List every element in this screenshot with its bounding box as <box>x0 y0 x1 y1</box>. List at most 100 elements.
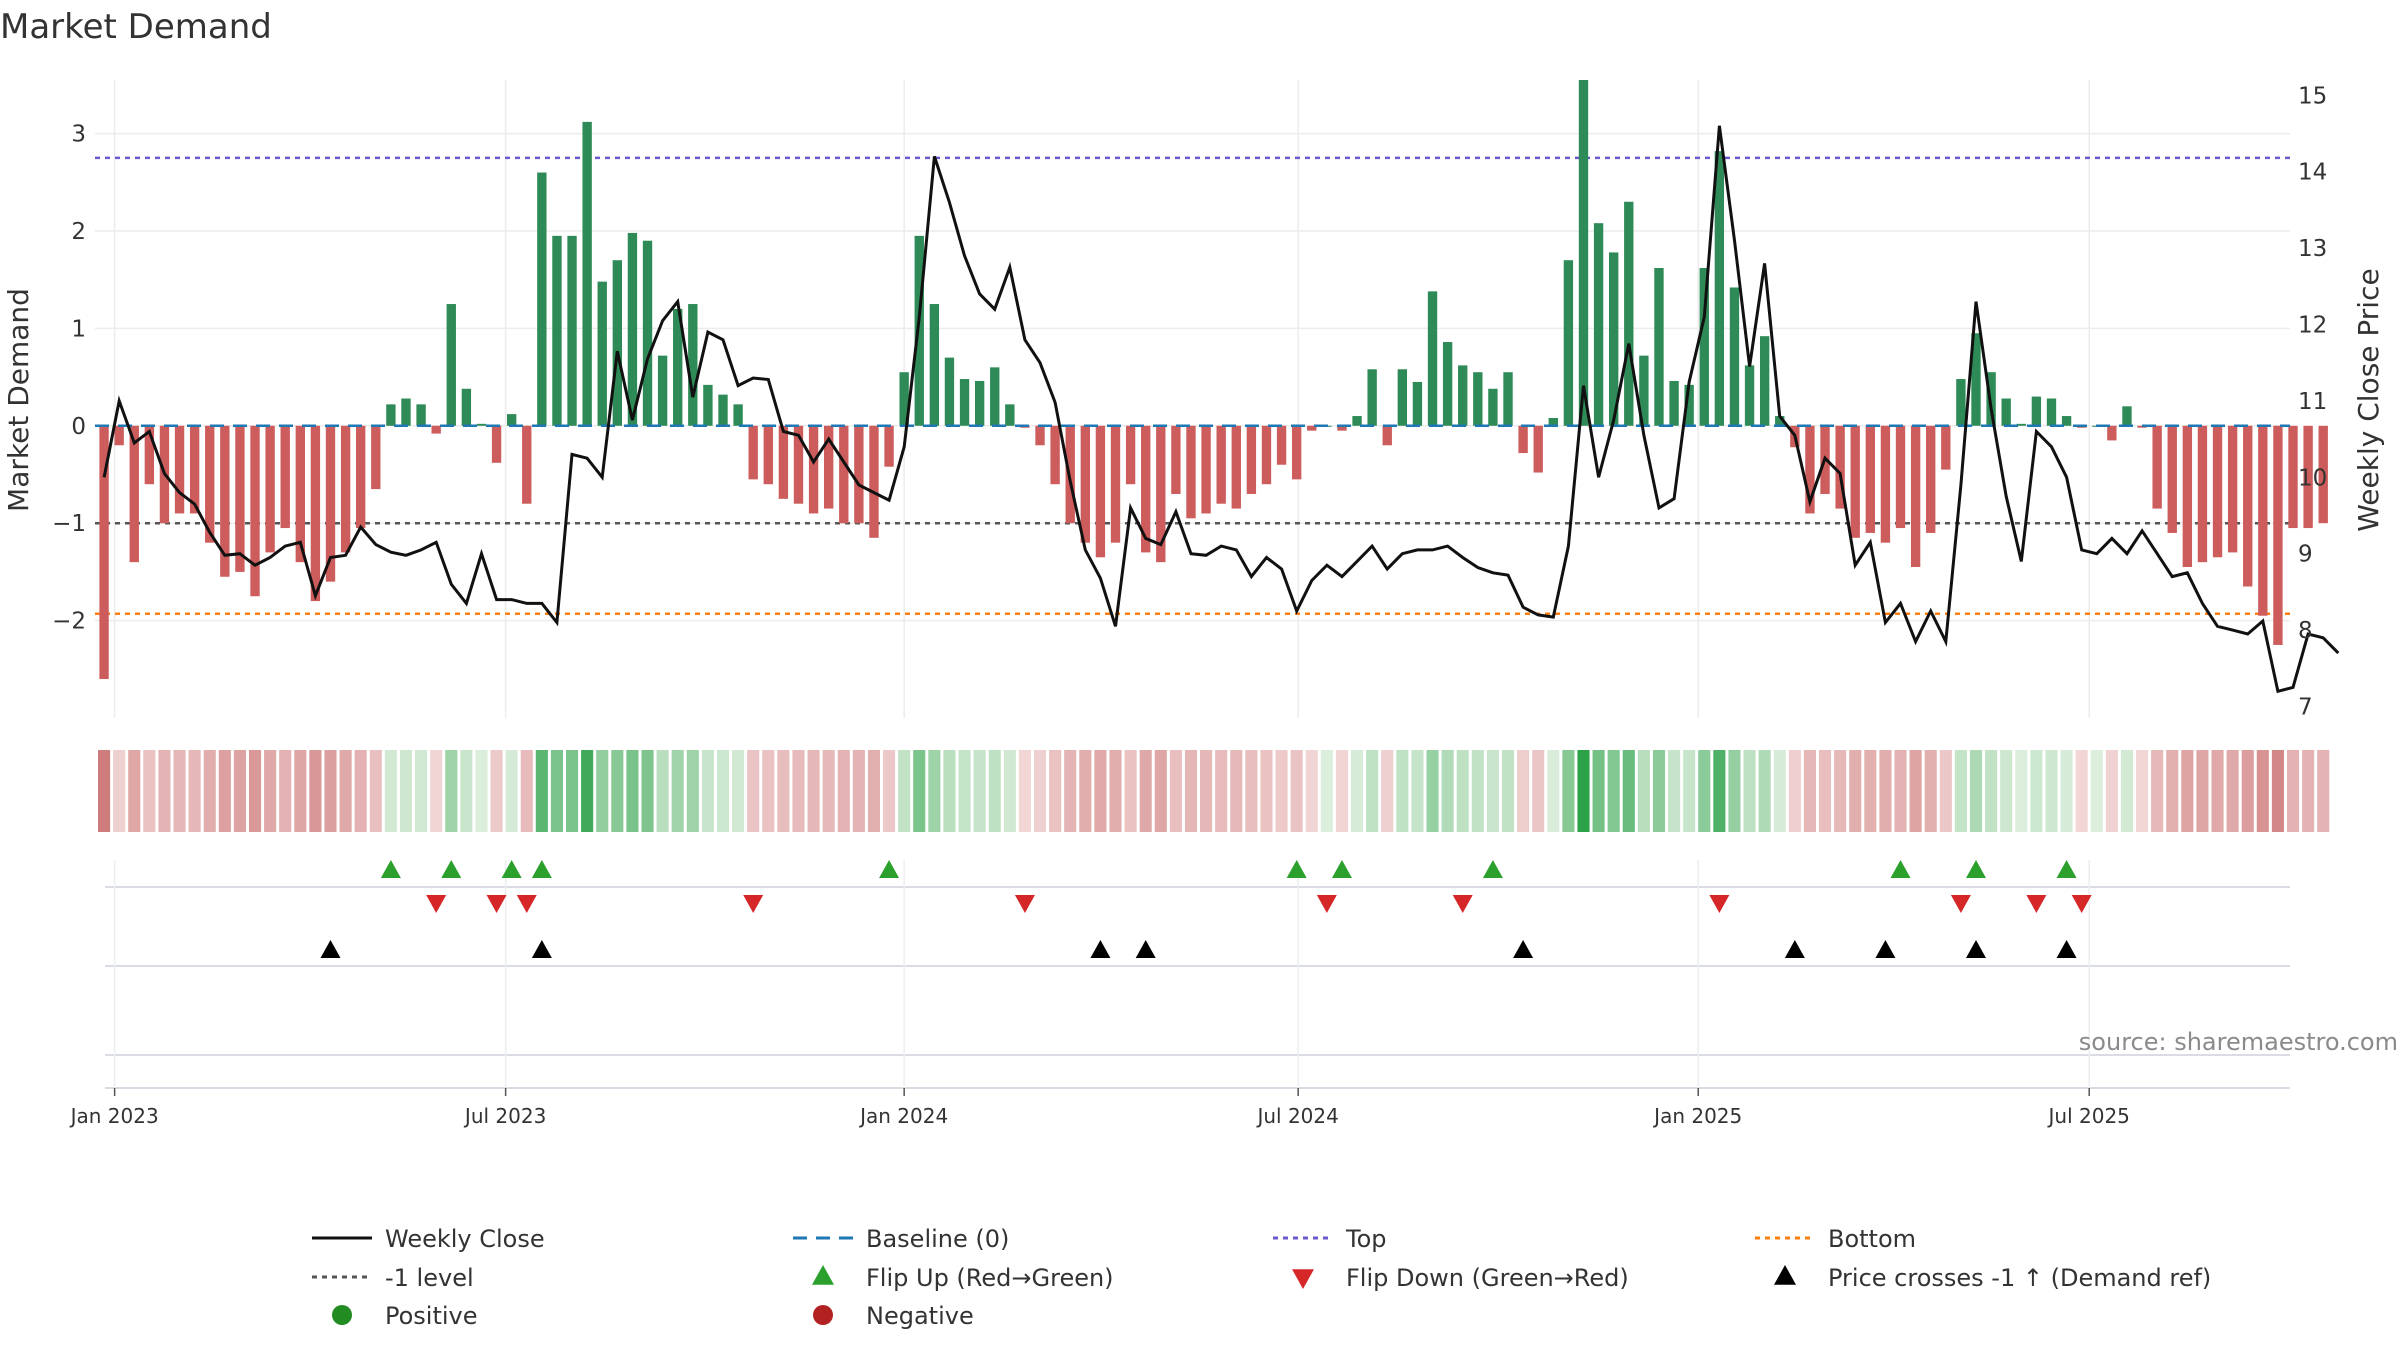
demand-bar <box>793 425 804 504</box>
right-axis-ticks: 7 8 9 10 11 12 13 14 15 <box>2298 83 2327 720</box>
heat-cell <box>384 750 397 832</box>
left-tick-label: 0 <box>71 414 86 440</box>
demand-bar <box>1307 425 1317 431</box>
demand-bar <box>1005 404 1015 426</box>
demand-bar <box>461 388 472 426</box>
demand-bar <box>959 379 970 426</box>
demand-bar <box>1714 151 1725 426</box>
legend-label: Bottom <box>1828 1225 1916 1253</box>
heat-cell <box>701 750 714 832</box>
heat-cell <box>1773 750 1786 832</box>
demand-bar <box>1850 425 1860 538</box>
demand-bar <box>1971 333 1981 426</box>
heat-cell <box>1683 750 1696 832</box>
heat-cell <box>1471 750 1484 832</box>
heat-cell <box>2317 750 2330 832</box>
heat-cell <box>2151 750 2164 832</box>
heat-cell <box>2286 750 2300 832</box>
demand-bar <box>1473 372 1483 426</box>
demand-bar <box>1352 416 1362 426</box>
heat-cell <box>1456 750 1469 832</box>
legend-icon-triangle-up <box>1774 1265 1796 1285</box>
demand-bar <box>1895 425 1906 529</box>
demand-bar <box>1533 425 1543 473</box>
right-axis-label: Weekly Close Price <box>2352 268 2385 531</box>
demand-bar <box>325 425 336 582</box>
demand-bar <box>2167 425 2177 533</box>
heat-cell <box>158 750 171 832</box>
heat-cell <box>1501 750 1515 832</box>
heat-cell <box>1562 750 1575 832</box>
heat-cell <box>943 750 956 832</box>
heat-cell <box>1064 750 1077 832</box>
heat-cell <box>988 750 1001 832</box>
demand-bar <box>1805 425 1815 514</box>
heat-cell <box>2166 750 2179 832</box>
heat-cell <box>1396 750 1409 832</box>
heat-cell <box>354 750 367 832</box>
heat-cell <box>1215 750 1228 832</box>
heat-cell <box>505 750 518 832</box>
heat-cell <box>1985 750 1998 832</box>
heat-cell <box>2271 750 2284 832</box>
heat-cell <box>2045 750 2058 832</box>
heat-cell <box>1879 750 1892 832</box>
demand-bar <box>974 380 985 426</box>
demand-bar <box>748 425 758 480</box>
demand-bar <box>144 425 155 485</box>
demand-bar <box>1261 425 1272 485</box>
demand-bar <box>733 404 743 426</box>
price-cross-marker <box>1513 940 1534 958</box>
heat-cell <box>1139 750 1152 832</box>
demand-bar <box>597 281 607 426</box>
demand-bar <box>2227 425 2238 553</box>
demand-bar <box>990 367 1000 426</box>
demand-bar <box>1759 336 1770 426</box>
flip-up-marker <box>2056 860 2077 878</box>
left-axis-ticks: −2 −1 0 1 2 3 <box>52 122 86 635</box>
demand-bar <box>869 425 879 538</box>
demand-bar <box>295 425 305 563</box>
demand-bar <box>1080 425 1090 543</box>
heat-cell <box>1003 750 1016 832</box>
heat-cell <box>294 750 307 832</box>
demand-heat-strip <box>98 750 2330 832</box>
demand-bar <box>1744 365 1755 426</box>
flip-up-marker <box>1286 860 1307 878</box>
demand-bar <box>1246 425 1257 494</box>
legend-label: Price crosses -1 ↑ (Demand ref) <box>1828 1264 2211 1292</box>
heat-cell <box>2015 750 2028 832</box>
legend-icon-triangle-down <box>1292 1269 1314 1289</box>
heat-cell <box>2090 750 2103 832</box>
heat-cell <box>807 750 820 832</box>
heat-cell <box>1592 750 1605 832</box>
demand-bar <box>491 425 502 463</box>
heat-cell <box>973 750 986 832</box>
left-tick-label: 3 <box>71 122 86 148</box>
heat-cell <box>777 750 790 832</box>
heat-cell <box>852 750 865 832</box>
demand-bar <box>1563 260 1574 426</box>
demand-bar <box>839 425 849 524</box>
heat-cell <box>1743 750 1756 832</box>
heat-cell <box>415 750 428 832</box>
flip-down-marker <box>2026 895 2047 913</box>
heat-cell <box>1426 750 1439 832</box>
demand-bar <box>2273 425 2283 645</box>
x-axis-ticks: Jan 2023 Jul 2023 Jan 2024 Jul 2024 Jan 2025… <box>69 1088 2130 1128</box>
heat-cell <box>203 750 216 832</box>
demand-bar <box>1337 425 1347 431</box>
heat-cell <box>2196 750 2209 832</box>
heat-cell <box>1758 750 1771 832</box>
demand-bar <box>688 304 698 426</box>
flip-up-marker <box>441 860 462 878</box>
heat-cell <box>1154 750 1167 832</box>
flip-down-marker <box>426 895 447 913</box>
demand-bar <box>2046 398 2057 426</box>
legend-icon-triangle-up <box>812 1265 834 1285</box>
demand-bar <box>1593 223 1604 426</box>
left-axis-label: Market Demand <box>2 288 35 512</box>
heat-cell <box>1290 750 1303 832</box>
left-tick-label: 2 <box>71 219 86 245</box>
demand-bar <box>1578 80 1589 426</box>
